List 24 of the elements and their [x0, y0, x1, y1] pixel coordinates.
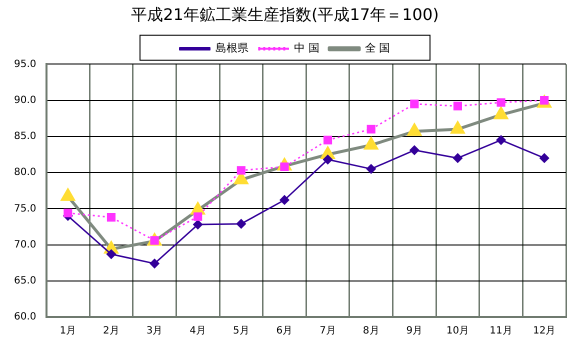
- legend-label: 全 国: [364, 42, 390, 55]
- x-tick-label: 8月: [362, 326, 380, 337]
- y-tick-label: 70.0: [14, 239, 36, 250]
- y-tick-label: 80.0: [14, 167, 36, 178]
- x-tick-label: 11月: [490, 326, 512, 337]
- x-tick-label: 7月: [320, 326, 336, 337]
- y-tick-label: 90.0: [14, 94, 36, 106]
- legend-label: 中 国: [294, 42, 320, 55]
- y-tick-label: 65.0: [14, 275, 36, 286]
- y-tick-label: 85.0: [14, 131, 36, 142]
- x-tick-label: 10月: [446, 326, 470, 337]
- x-tick-label: 12月: [532, 326, 556, 337]
- x-tick-label: 9月: [406, 326, 423, 337]
- x-tick-label: 4月: [190, 326, 206, 337]
- legend-label: 島根県: [215, 42, 248, 55]
- x-tick-label: 3月: [146, 326, 163, 337]
- x-tick-label: 6月: [276, 326, 293, 337]
- x-tick-label: 2月: [103, 326, 120, 337]
- chart-title: 平成21年鉱工業生産指数(平成17年＝100): [131, 4, 439, 24]
- y-tick-label: 95.0: [14, 58, 36, 70]
- x-tick-label: 5月: [232, 326, 250, 337]
- y-tick-label: 60.0: [14, 312, 36, 323]
- y-tick-label: 75.0: [14, 203, 36, 214]
- x-tick-label: 1月: [60, 326, 76, 337]
